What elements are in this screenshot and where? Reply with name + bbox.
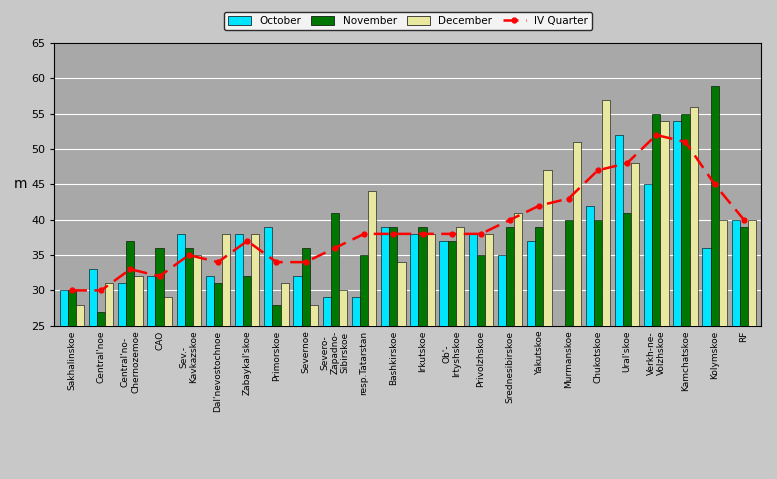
Bar [280,284,289,479]
Bar [127,241,134,479]
Bar [206,276,214,479]
Bar [134,276,143,479]
Bar [514,213,522,479]
Bar [410,234,419,479]
Bar [339,290,347,479]
Bar [322,297,331,479]
Bar [711,85,719,479]
Bar [60,290,68,479]
Bar [469,234,477,479]
Bar [485,234,493,479]
Bar [573,142,581,479]
Bar [719,220,727,479]
Bar [660,121,668,479]
Bar [381,227,389,479]
Bar [631,163,639,479]
Bar [164,297,172,479]
Bar [586,205,594,479]
Bar [273,305,280,479]
Bar [689,107,698,479]
Bar [535,227,543,479]
Bar [594,220,602,479]
Bar [222,234,230,479]
Bar [644,184,652,479]
Bar [602,100,610,479]
Bar [556,340,565,479]
Bar [76,305,84,479]
Bar [148,276,155,479]
Bar [193,255,201,479]
Bar [89,269,97,479]
Bar [397,262,406,479]
Bar [673,121,681,479]
Bar [448,241,456,479]
Bar [118,284,127,479]
Bar [702,248,711,479]
Bar [565,220,573,479]
Bar [214,284,222,479]
Bar [440,241,448,479]
Bar [652,114,660,479]
Bar [360,255,368,479]
Bar [97,312,105,479]
Bar [748,220,756,479]
Bar [543,171,552,479]
Bar [732,220,740,479]
Legend: October, November, December, IV Quarter: October, November, December, IV Quarter [224,11,592,30]
Bar [331,213,339,479]
Bar [389,227,397,479]
Bar [477,255,485,479]
Bar [176,234,185,479]
Bar [294,276,301,479]
Bar [235,234,243,479]
Bar [615,135,623,479]
Bar [527,241,535,479]
Bar [498,255,506,479]
Bar [105,284,113,479]
Bar [740,227,748,479]
Bar [301,248,310,479]
Bar [456,227,464,479]
Bar [264,227,273,479]
Bar [251,234,260,479]
Bar [368,192,376,479]
Bar [185,248,193,479]
Bar [155,248,164,479]
Bar [419,227,427,479]
Bar [352,297,360,479]
Bar [427,234,435,479]
Bar [243,276,251,479]
Bar [68,290,76,479]
Bar [681,114,689,479]
Bar [623,213,631,479]
Y-axis label: m: m [13,177,27,192]
Bar [506,227,514,479]
Bar [310,305,318,479]
